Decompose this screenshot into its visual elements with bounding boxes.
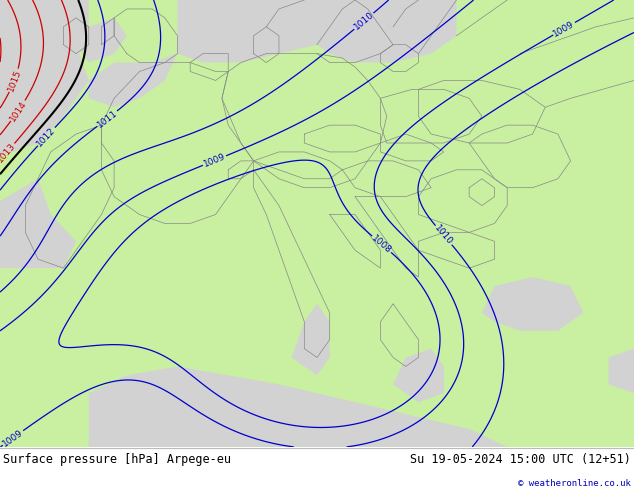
Polygon shape [292, 304, 330, 375]
Text: 1011: 1011 [95, 108, 119, 129]
Text: Su 19-05-2024 15:00 UTC (12+51): Su 19-05-2024 15:00 UTC (12+51) [410, 453, 631, 466]
Polygon shape [89, 53, 178, 107]
Text: 1010: 1010 [433, 223, 455, 247]
Text: 1013: 1013 [0, 141, 17, 165]
Text: 1009: 1009 [202, 152, 227, 169]
Polygon shape [482, 277, 583, 331]
Text: Surface pressure [hPa] Arpege-eu: Surface pressure [hPa] Arpege-eu [3, 453, 231, 466]
Polygon shape [89, 367, 507, 447]
Text: 1009: 1009 [1, 428, 25, 448]
Text: 1008: 1008 [370, 233, 393, 255]
Text: 1015: 1015 [6, 68, 23, 93]
Text: 1010: 1010 [352, 10, 375, 32]
Polygon shape [0, 179, 76, 268]
Polygon shape [0, 0, 634, 447]
Polygon shape [0, 0, 89, 63]
Polygon shape [317, 0, 456, 63]
Text: © weatheronline.co.uk: © weatheronline.co.uk [518, 479, 631, 488]
Text: 1014: 1014 [8, 99, 29, 123]
Polygon shape [609, 348, 634, 393]
Polygon shape [393, 348, 444, 402]
Polygon shape [0, 0, 89, 201]
Text: 1012: 1012 [36, 125, 58, 148]
Polygon shape [178, 0, 317, 63]
Polygon shape [76, 18, 127, 63]
Text: 1009: 1009 [552, 19, 576, 38]
Polygon shape [380, 0, 418, 27]
